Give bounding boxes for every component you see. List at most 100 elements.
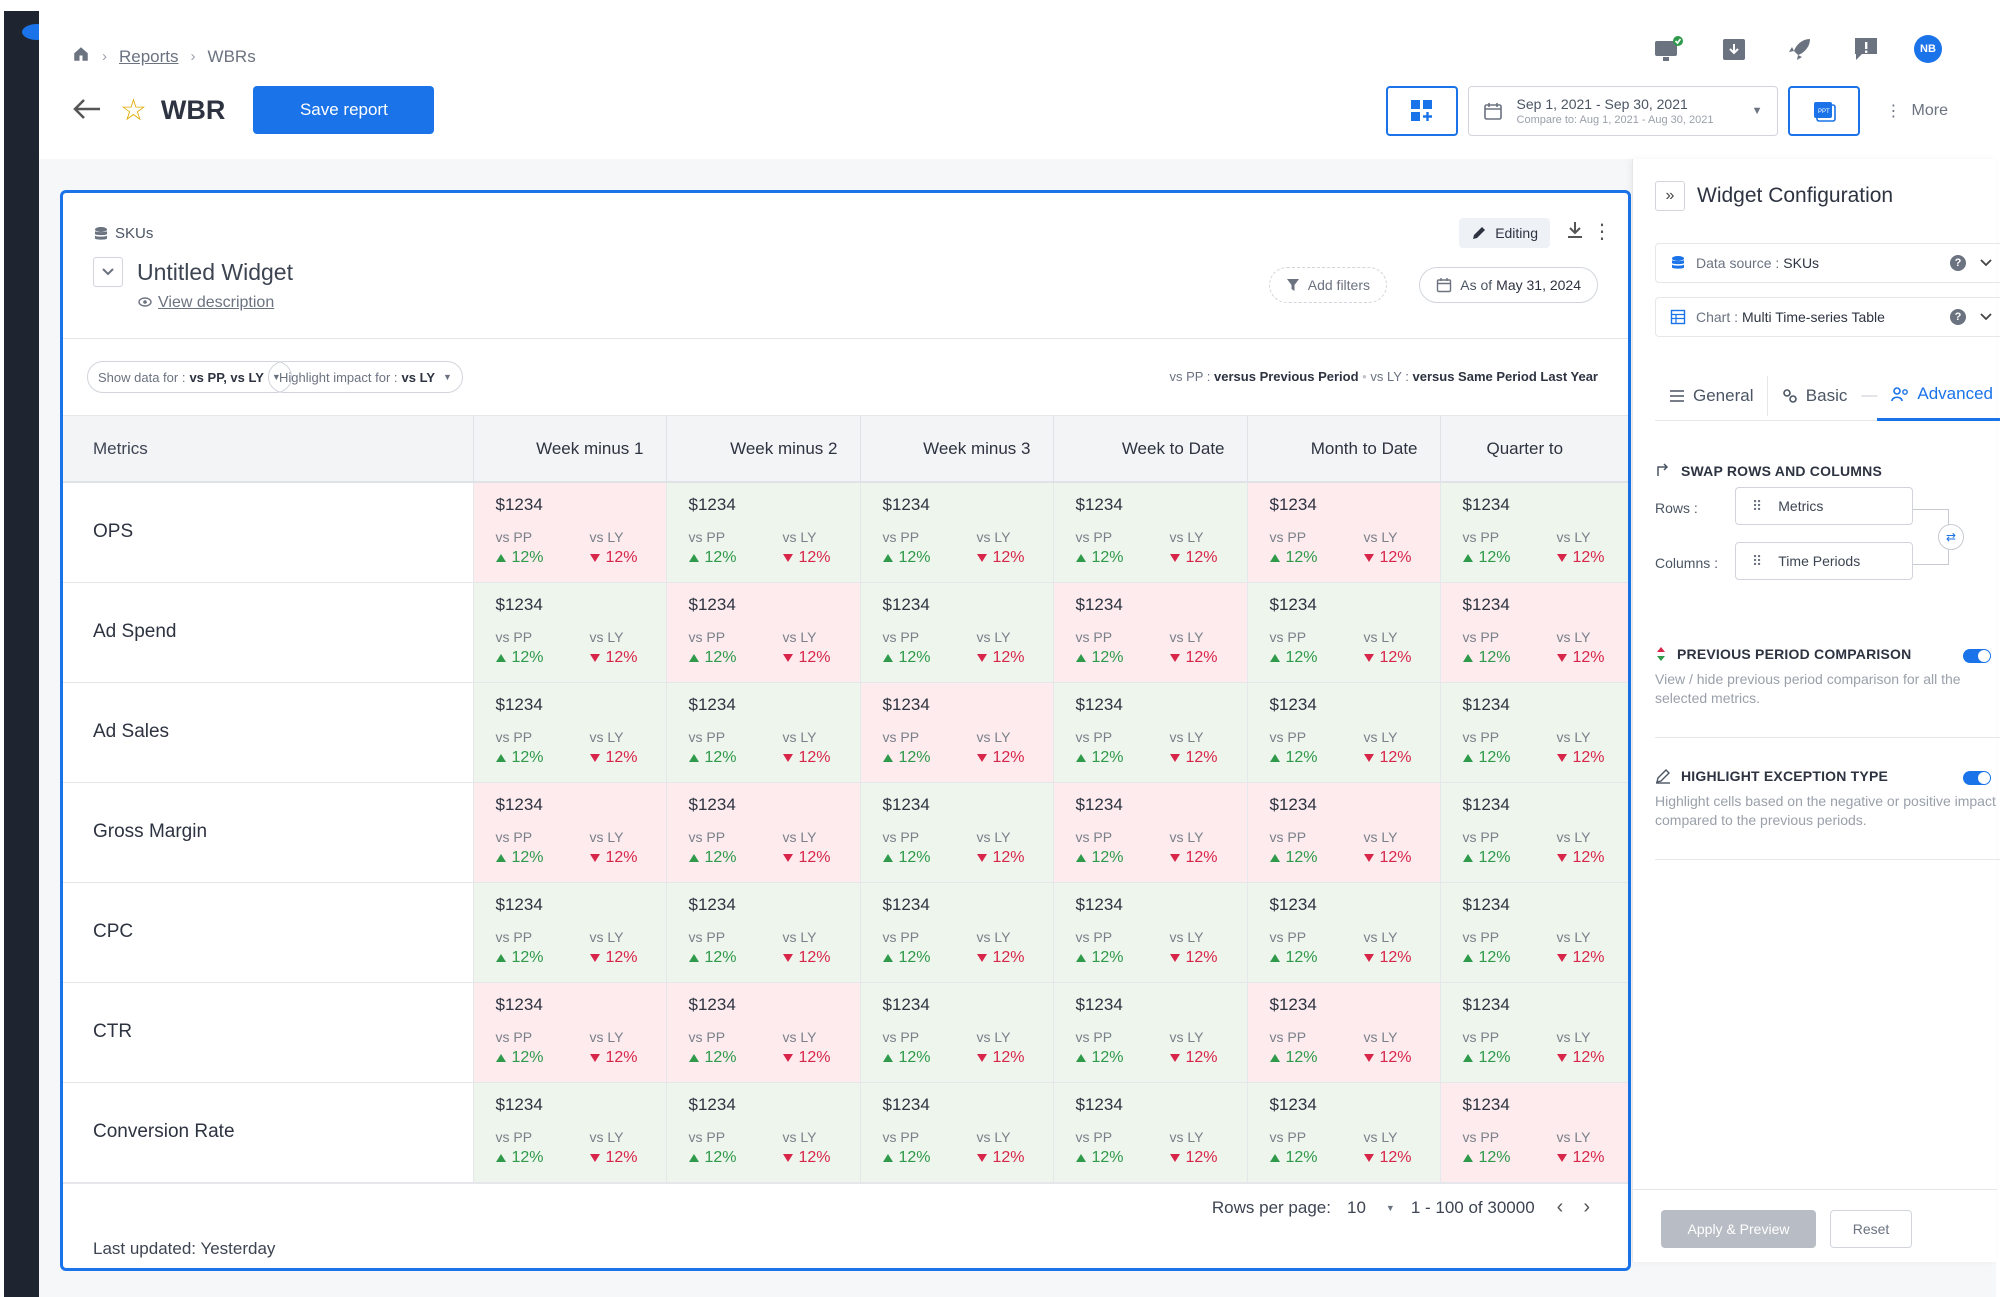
- metric-cell[interactable]: $1234 vs PP vs LY 12% 12%: [1053, 882, 1248, 983]
- metric-cell[interactable]: $1234 vs PP vs LY 12% 12%: [473, 682, 667, 783]
- metric-cell[interactable]: $1234 vs PP vs LY 12% 12%: [473, 482, 667, 583]
- widget-card[interactable]: SKUs Untitled Widget View description: [60, 190, 1631, 1271]
- metric-cell[interactable]: $1234 vs PP vs LY 12% 12%: [1053, 982, 1248, 1083]
- metric-cell[interactable]: $1234 vs PP vs LY 12% 12%: [1247, 582, 1441, 683]
- metric-cell[interactable]: $1234 vs PP vs LY 12% 12%: [473, 982, 667, 1083]
- date-range-picker[interactable]: Sep 1, 2021 - Sep 30, 2021 Compare to: A…: [1467, 86, 1778, 136]
- metric-cell[interactable]: $1234 vs PP vs LY 12% 12%: [1247, 982, 1441, 1083]
- column-header[interactable]: Week to Date: [1053, 416, 1248, 483]
- metric-cell[interactable]: $1234 vs PP vs LY 12% 12%: [860, 1082, 1054, 1183]
- metric-cell[interactable]: $1234 vs PP vs LY 12% 12%: [666, 682, 861, 783]
- column-header[interactable]: Month to Date: [1247, 416, 1441, 483]
- metric-cell[interactable]: $1234 vs PP vs LY 12% 12%: [860, 782, 1054, 883]
- metric-cell[interactable]: $1234 vs PP vs LY 12% 12%: [1440, 482, 1628, 583]
- add-widget-button[interactable]: [1385, 86, 1458, 136]
- metric-cell[interactable]: $1234 vs PP vs LY 12% 12%: [1440, 882, 1628, 983]
- metric-cell[interactable]: $1234 vs PP vs LY 12% 12%: [666, 482, 861, 583]
- columns-drag-item[interactable]: ⠿ Time Periods: [1735, 542, 1913, 580]
- next-page-icon[interactable]: ›: [1583, 1196, 1590, 1218]
- metric-cell[interactable]: $1234 vs PP vs LY 12% 12%: [860, 682, 1054, 783]
- rows-drag-item[interactable]: ⠿ Metrics: [1735, 487, 1913, 525]
- table-row[interactable]: Ad Sales $1234 vs PP vs LY 12% 12% $1234 vs PP v…: [63, 682, 1628, 783]
- prev-page-icon[interactable]: ‹: [1556, 1196, 1564, 1218]
- table-row[interactable]: Ad Spend $1234 vs PP vs LY 12% 12% $1234 vs PP v…: [63, 582, 1628, 683]
- metric-cell[interactable]: $1234 vs PP vs LY 12% 12%: [1247, 1082, 1441, 1183]
- metric-cell[interactable]: $1234 vs PP vs LY 12% 12%: [666, 1082, 861, 1183]
- table-row[interactable]: CTR $1234 vs PP vs LY 12% 12% $1234 vs PP vs LY 1…: [63, 982, 1628, 1083]
- help-icon[interactable]: ?: [1950, 309, 1966, 325]
- back-arrow-icon[interactable]: [72, 91, 112, 130]
- metric-cell[interactable]: $1234 vs PP vs LY 12% 12%: [473, 782, 667, 883]
- metric-cell[interactable]: $1234 vs PP vs LY 12% 12%: [1247, 782, 1441, 883]
- save-report-button[interactable]: Save report: [253, 86, 435, 134]
- table-row[interactable]: Gross Margin $1234 vs PP vs LY 12% 12% $1234 vs…: [63, 782, 1628, 883]
- metric-cell[interactable]: $1234 vs PP vs LY 12% 12%: [666, 782, 861, 883]
- download-icon[interactable]: [1566, 220, 1584, 245]
- collapse-widget-button[interactable]: [93, 257, 123, 287]
- metric-cell[interactable]: $1234 vs PP vs LY 12% 12%: [1053, 582, 1248, 683]
- widget-title[interactable]: Untitled Widget: [137, 258, 293, 285]
- editing-badge[interactable]: Editing: [1459, 218, 1550, 248]
- show-data-dropdown[interactable]: Show data for : vs PP, vs LY ▼: [87, 361, 292, 393]
- view-description-link[interactable]: View description: [138, 294, 274, 312]
- archive-download-icon[interactable]: [1716, 31, 1752, 67]
- metric-cell[interactable]: $1234 vs PP vs LY 12% 12%: [1053, 682, 1248, 783]
- metric-cell[interactable]: $1234 vs PP vs LY 12% 12%: [473, 582, 667, 683]
- column-header[interactable]: Week minus 3: [860, 416, 1054, 483]
- home-icon[interactable]: [72, 45, 90, 68]
- user-avatar[interactable]: NB: [1914, 35, 1942, 63]
- monitor-check-icon[interactable]: [1650, 31, 1686, 67]
- swap-button[interactable]: ⇄: [1938, 524, 1964, 550]
- metric-cell[interactable]: $1234 vs PP vs LY 12% 12%: [1247, 882, 1441, 983]
- metric-cell[interactable]: $1234 vs PP vs LY 12% 12%: [860, 982, 1054, 1083]
- rocket-icon[interactable]: [1782, 31, 1818, 67]
- metric-cell[interactable]: $1234 vs PP vs LY 12% 12%: [1440, 1082, 1628, 1183]
- favorite-star-icon[interactable]: ☆: [120, 93, 147, 127]
- metric-cell[interactable]: $1234 vs PP vs LY 12% 12%: [1053, 482, 1248, 583]
- metric-cell[interactable]: $1234 vs PP vs LY 12% 12%: [860, 482, 1054, 583]
- metric-cell[interactable]: $1234 vs PP vs LY 12% 12%: [473, 1082, 667, 1183]
- tab-advanced[interactable]: Advanced: [1877, 371, 2000, 421]
- help-icon[interactable]: ?: [1950, 255, 1966, 271]
- metric-cell[interactable]: $1234 vs PP vs LY 12% 12%: [860, 582, 1054, 683]
- data-source-select[interactable]: Data source : SKUs ?: [1655, 243, 2000, 283]
- add-filters-button[interactable]: Add filters: [1268, 267, 1387, 303]
- more-menu[interactable]: ⋮ More: [1886, 101, 1948, 121]
- ppc-toggle[interactable]: [1963, 649, 1991, 663]
- metric-cell[interactable]: $1234 vs PP vs LY 12% 12%: [860, 882, 1054, 983]
- metric-cell[interactable]: $1234 vs PP vs LY 12% 12%: [1247, 682, 1441, 783]
- rows-per-page-select[interactable]: 10 ▼: [1347, 1198, 1395, 1218]
- table-row[interactable]: CPC $1234 vs PP vs LY 12% 12% $1234 vs PP vs LY 1…: [63, 882, 1628, 983]
- export-ppt-button[interactable]: PPT: [1787, 86, 1860, 136]
- tab-basic[interactable]: Basic: [1768, 371, 1862, 421]
- feedback-icon[interactable]: [1848, 31, 1884, 67]
- metric-cell[interactable]: $1234 vs PP vs LY 12% 12%: [473, 882, 667, 983]
- metric-cell[interactable]: $1234 vs PP vs LY 12% 12%: [1440, 582, 1628, 683]
- table-row[interactable]: OPS $1234 vs PP vs LY 12% 12% $1234 vs PP vs LY 1…: [63, 482, 1628, 583]
- metric-cell[interactable]: $1234 vs PP vs LY 12% 12%: [1440, 782, 1628, 883]
- column-header[interactable]: Week minus 1: [473, 416, 667, 483]
- metric-cell[interactable]: $1234 vs PP vs LY 12% 12%: [1053, 1082, 1248, 1183]
- metric-cell[interactable]: $1234 vs PP vs LY 12% 12%: [1440, 682, 1628, 783]
- metric-cell[interactable]: $1234 vs PP vs LY 12% 12%: [666, 982, 861, 1083]
- metric-cell[interactable]: $1234 vs PP vs LY 12% 12%: [1053, 782, 1248, 883]
- cell-pp-change: 12%: [1075, 749, 1124, 767]
- het-toggle[interactable]: [1963, 771, 1991, 785]
- as-of-date-button[interactable]: As of May 31, 2024: [1419, 267, 1598, 303]
- widget-menu-icon[interactable]: ⋮: [1592, 221, 1612, 243]
- apply-preview-button[interactable]: Apply & Preview: [1661, 1210, 1816, 1248]
- tab-general[interactable]: General: [1655, 371, 1767, 421]
- breadcrumb-reports-link[interactable]: Reports: [119, 46, 179, 66]
- metric-cell[interactable]: $1234 vs PP vs LY 12% 12%: [666, 582, 861, 683]
- collapse-panel-button[interactable]: »: [1655, 181, 1685, 211]
- metric-cell[interactable]: $1234 vs PP vs LY 12% 12%: [1247, 482, 1441, 583]
- highlight-impact-dropdown[interactable]: Highlight impact for : vs LY ▼: [268, 361, 463, 393]
- column-header[interactable]: Metrics: [63, 416, 474, 483]
- reset-button[interactable]: Reset: [1830, 1210, 1912, 1248]
- table-row[interactable]: Conversion Rate $1234 vs PP vs LY 12% 12% $123…: [63, 1082, 1628, 1183]
- chart-type-select[interactable]: Chart : Multi Time-series Table ?: [1655, 297, 2000, 337]
- column-header[interactable]: Quarter to: [1440, 416, 1628, 483]
- column-header[interactable]: Week minus 2: [666, 416, 861, 483]
- metric-cell[interactable]: $1234 vs PP vs LY 12% 12%: [666, 882, 861, 983]
- metric-cell[interactable]: $1234 vs PP vs LY 12% 12%: [1440, 982, 1628, 1083]
